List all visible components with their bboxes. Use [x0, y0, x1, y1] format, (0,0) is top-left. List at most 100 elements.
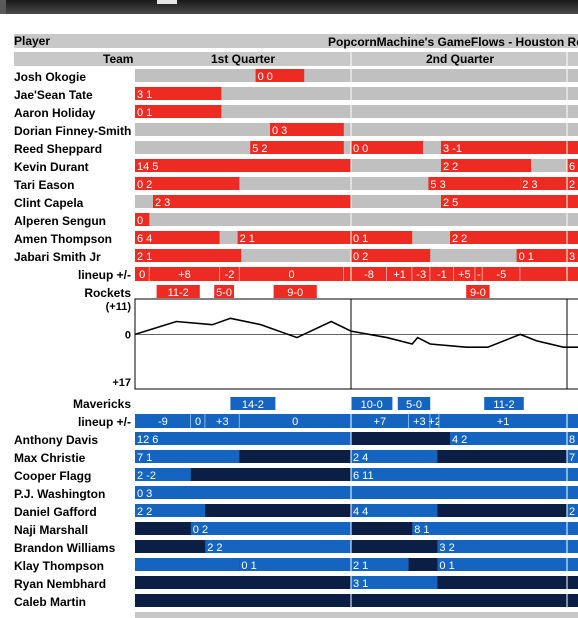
- player-name: Tari Eason: [14, 178, 75, 192]
- player-name: Josh Okogie: [14, 70, 87, 84]
- lineup-value: +1: [497, 416, 510, 428]
- stint-bar: [135, 486, 578, 499]
- header-band-quarters: [14, 52, 578, 66]
- stint-bar: [250, 141, 344, 154]
- run-box: [351, 397, 393, 410]
- stint-bar: [351, 231, 413, 244]
- lineup-value: +3: [413, 416, 426, 428]
- stint-bar: [520, 177, 567, 190]
- stint-label: 6: [569, 161, 575, 173]
- lineup-bar: [239, 267, 344, 281]
- stint-bar: [567, 159, 578, 172]
- stint-bar: [441, 195, 578, 208]
- stint-bar: [450, 231, 578, 244]
- stint-label: 7: [569, 452, 575, 464]
- bench-bar: [135, 105, 578, 118]
- page-title: PopcornMachine's GameFlows - Houston Ro: [328, 35, 578, 49]
- stint-bar: [135, 87, 222, 100]
- stint-label: 0 3: [272, 125, 287, 137]
- stint-label: 2: [569, 506, 575, 518]
- stint-bar: [135, 504, 206, 517]
- stint-bar: [450, 432, 567, 445]
- stint-bar: [135, 159, 351, 172]
- player-name: Caleb Martin: [14, 595, 87, 609]
- stint-bar: [351, 558, 409, 571]
- stint-label: 3 1: [353, 578, 368, 590]
- stint-label: 2 5: [443, 197, 458, 209]
- player-name: Alperen Sengun: [14, 214, 107, 228]
- stint-bar: [190, 522, 351, 535]
- player-name: Clint Capela: [14, 196, 84, 210]
- lineup-bar: [408, 414, 431, 428]
- stint-label: 0 0: [353, 143, 368, 155]
- run-box: [156, 285, 200, 298]
- lineup-value: +3: [216, 416, 229, 428]
- lineup-bar: [439, 414, 567, 428]
- quarter-2-header: 2nd Quarter: [426, 52, 495, 66]
- lineup-bar: [482, 267, 521, 281]
- stint-label: 2 -2: [137, 470, 156, 482]
- browser-tab-indicator[interactable]: [157, 0, 177, 4]
- stint-label: 3 1: [137, 89, 152, 101]
- browser-top-bar: [0, 0, 578, 14]
- player-name: Brandon Williams: [14, 541, 116, 555]
- stint-label: 0 0: [258, 71, 273, 83]
- player-name: Dorian Finney-Smith: [14, 124, 132, 138]
- lineup-value: +8: [178, 269, 191, 281]
- player-name: Naji Marshall: [14, 523, 89, 537]
- lineup-bar: [351, 267, 387, 281]
- run-label: 5-0: [406, 399, 422, 411]
- lineup-value: -1: [437, 269, 447, 281]
- stint-label: 2 2: [137, 506, 152, 518]
- stint-bar: [567, 432, 578, 445]
- stint-label: 14 5: [137, 161, 158, 173]
- stint-bar: [441, 159, 531, 172]
- lineup-value: 0: [139, 269, 145, 281]
- stint-label: 0 2: [353, 251, 368, 263]
- stint-bar: [441, 141, 578, 154]
- stint-bar: [567, 504, 578, 517]
- run-box: [397, 397, 431, 410]
- stint-label: 2 3: [522, 179, 537, 191]
- lineup-bar: [520, 267, 578, 281]
- lineup-bar: [149, 267, 220, 281]
- player-name: Cooper Flagg: [14, 469, 92, 483]
- lineup-value: -8: [364, 269, 374, 281]
- stint-bar: [412, 522, 578, 535]
- stint-label: 2 2: [443, 161, 458, 173]
- lineup-bar: [343, 267, 351, 281]
- stint-bar: [270, 123, 344, 136]
- player-name: Jabari Smith Jr: [14, 250, 101, 264]
- stint-bar: [351, 468, 578, 481]
- run-label: 11-2: [493, 399, 514, 411]
- stint-bar: [135, 105, 222, 118]
- stint-label: 0 2: [193, 524, 208, 536]
- stint-label: 0 1: [519, 251, 534, 263]
- lineup-bar: [219, 267, 240, 281]
- stint-bar: [351, 450, 438, 463]
- flow-bottom-label: +17: [112, 377, 131, 389]
- stint-label: 0 2: [137, 179, 152, 191]
- stint-bar: [135, 558, 240, 571]
- lineup-bar: [190, 414, 206, 428]
- stint-bar: [351, 576, 438, 589]
- run-box: [484, 397, 524, 410]
- lineup-value: +5: [458, 269, 471, 281]
- stint-bar: [428, 177, 521, 190]
- lineup-value: -2: [225, 269, 235, 281]
- lineup-bar: [387, 267, 413, 281]
- stint-label: 2 2: [452, 233, 467, 245]
- stint-label: 0 3: [137, 488, 152, 500]
- top-bar-edge: [0, 0, 6, 14]
- lineup-value: -9: [158, 416, 168, 428]
- run-label: 14-2: [242, 399, 264, 411]
- lineup-value: +2: [428, 416, 441, 428]
- stint-bar: [255, 69, 305, 82]
- stint-label: 0 1: [137, 107, 152, 119]
- stint-label: 2: [569, 179, 575, 191]
- lineup-bar: [430, 414, 440, 428]
- stint-bar: [135, 450, 240, 463]
- flow-zero-label: 0: [125, 329, 131, 341]
- lineup-bar: [351, 414, 409, 428]
- stint-bar: [351, 249, 431, 262]
